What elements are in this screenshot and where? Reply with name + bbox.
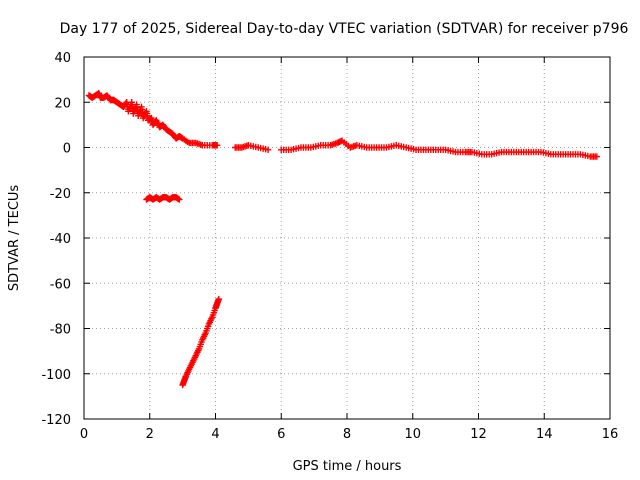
data-point <box>264 146 272 153</box>
y-tick-label: -80 <box>50 323 71 338</box>
data-layer <box>85 90 601 389</box>
y-tick-label: 40 <box>54 51 71 66</box>
y-tick-label: 0 <box>63 142 71 157</box>
y-tick-label: -120 <box>41 413 71 428</box>
y-tick-label: 20 <box>54 96 71 111</box>
data-point <box>593 153 601 160</box>
y-tick-label: -40 <box>50 232 71 247</box>
x-tick-label: 16 <box>602 427 619 442</box>
tick-layer: 0 2 4 6 8 10 12 14 16 40 20 0 -20 -40 -60 -80 -100 -120 <box>41 51 618 442</box>
data-point <box>122 100 130 107</box>
data-point <box>213 142 221 149</box>
y-tick-label: -60 <box>50 277 71 292</box>
x-tick-label: 10 <box>404 427 421 442</box>
x-tick-label: 14 <box>536 427 553 442</box>
x-tick-label: 6 <box>277 427 285 442</box>
data-point <box>176 196 183 203</box>
series-2 <box>143 194 183 203</box>
series-3 <box>179 295 222 389</box>
series-4 <box>232 137 601 160</box>
y-axis-label: SDTVAR / TECUs <box>7 185 22 292</box>
chart-title: Day 177 of 2025, Sidereal Day-to-day VTE… <box>60 21 629 37</box>
y-tick-label: -100 <box>41 368 71 383</box>
x-tick-label: 0 <box>80 427 88 442</box>
data-point <box>215 295 222 303</box>
x-tick-label: 4 <box>211 427 219 442</box>
x-axis-label: GPS time / hours <box>293 459 402 474</box>
y-tick-label: -20 <box>50 187 71 202</box>
x-tick-label: 2 <box>146 427 154 442</box>
grid-layer <box>84 57 610 419</box>
series-1 <box>85 90 221 149</box>
x-tick-label: 8 <box>343 427 351 442</box>
x-tick-label: 12 <box>470 427 487 442</box>
